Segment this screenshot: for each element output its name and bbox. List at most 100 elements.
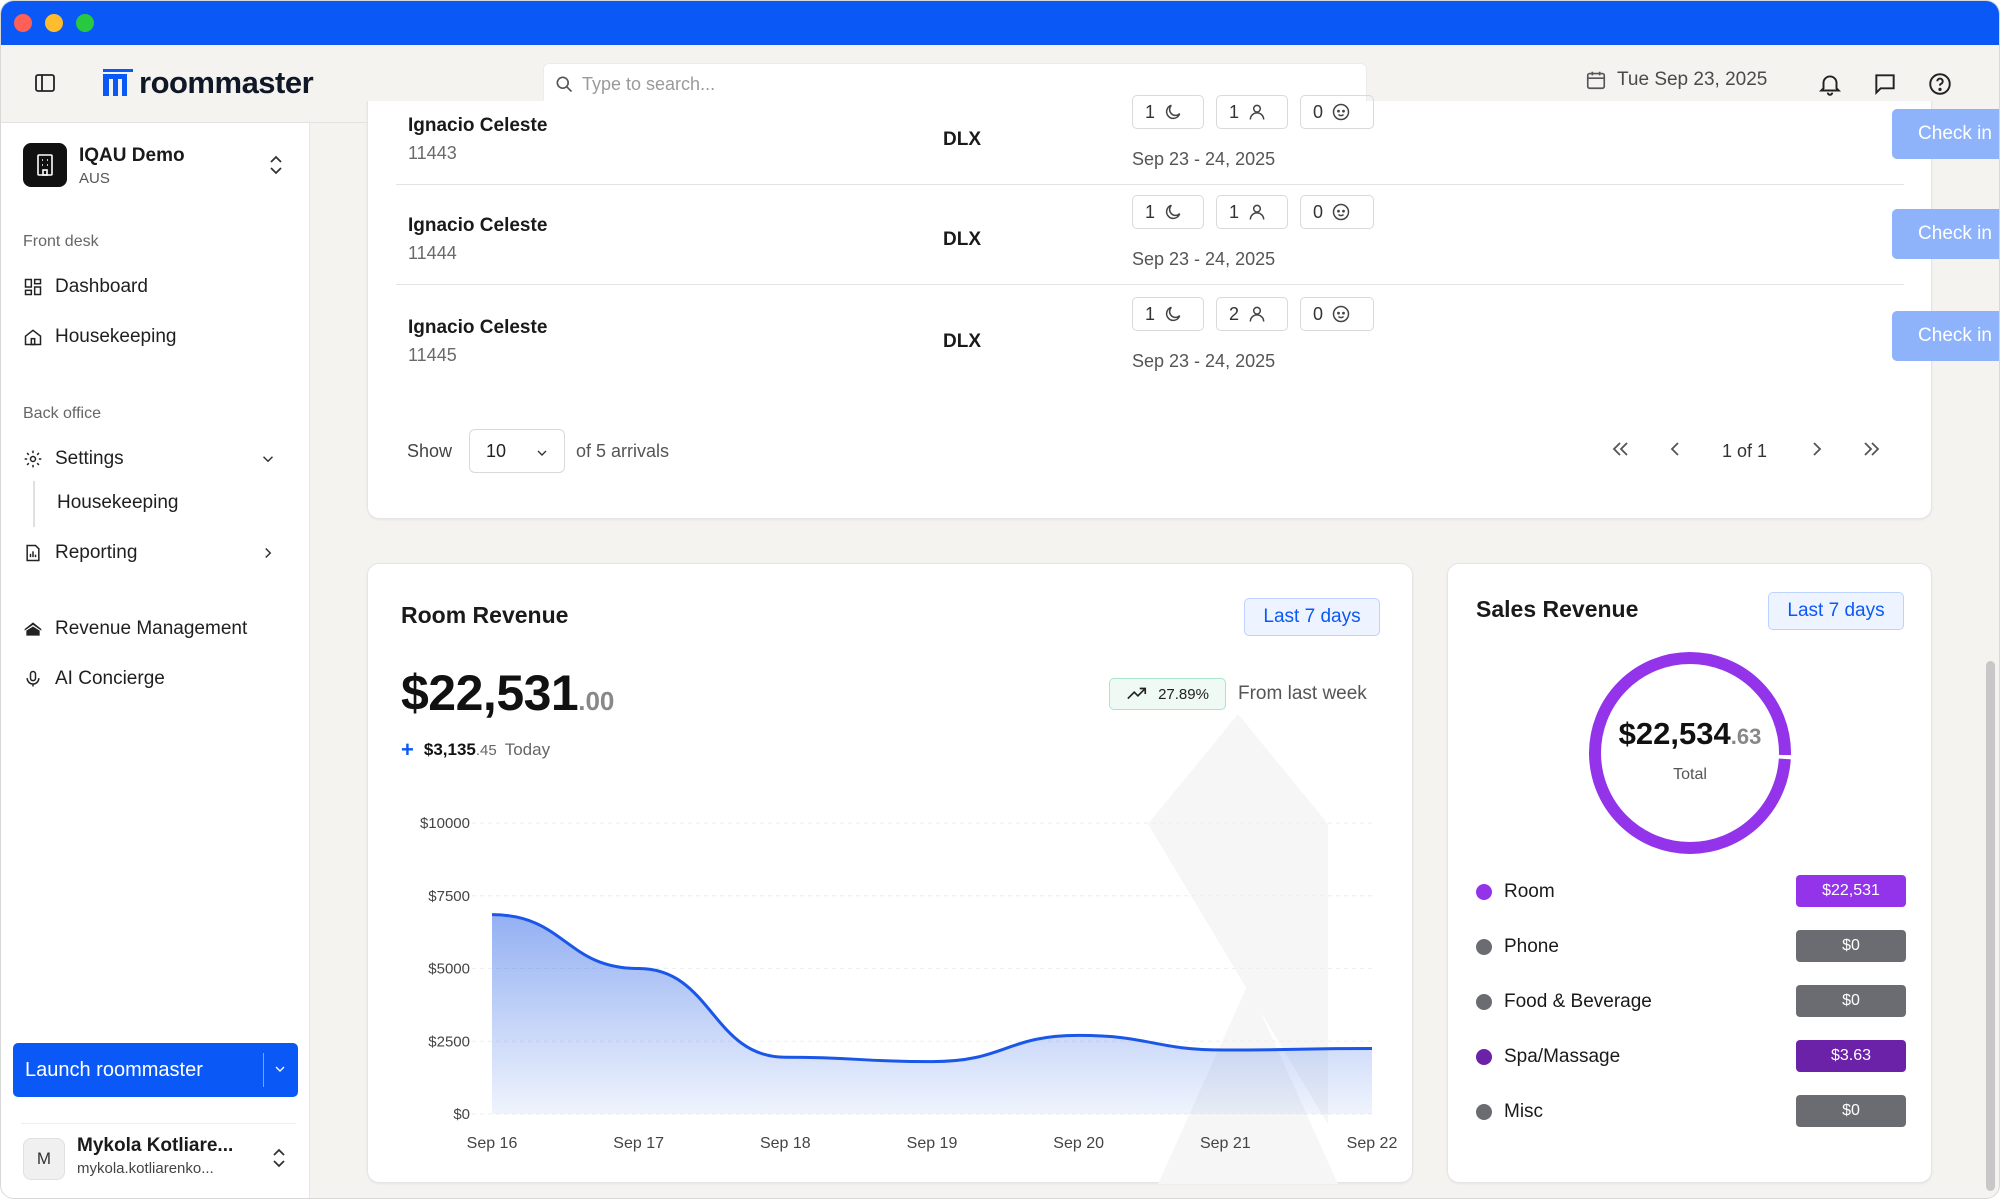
nights-pill: 1	[1132, 95, 1204, 129]
table-row: Ignacio Celeste 11445 DLX 1 2 0 Sep 23 -…	[396, 285, 1999, 385]
sales-revenue-card: Sales Revenue Last 7 days $22,534.63 Tot…	[1447, 563, 1932, 1183]
table-row: Ignacio Celeste 11444 DLX 1 1 0 Sep 23 -…	[396, 185, 1999, 285]
room-revenue-card: Room Revenue Last 7 days $22,531.00 + $3…	[367, 563, 1413, 1184]
sidebar-item-settings-housekeeping[interactable]: Housekeeping	[57, 487, 287, 519]
check-in-button[interactable]: Check in	[1892, 109, 1999, 159]
legend-value: $3.63	[1796, 1040, 1906, 1072]
sales-total-whole: $22,534	[1618, 716, 1731, 751]
x-tick-label: Sep 18	[760, 1135, 811, 1152]
legend-item-misc: Misc $0	[1476, 1095, 1906, 1129]
help-icon[interactable]	[1927, 71, 1953, 97]
page-size-value: 10	[486, 440, 507, 461]
legend-value: $0	[1796, 1095, 1906, 1127]
sidebar-item-label: Reporting	[55, 542, 138, 563]
section-back-office: Back office	[23, 405, 101, 422]
guest-name[interactable]: Ignacio Celeste	[408, 115, 548, 136]
user-menu[interactable]: M Mykola Kotliare... mykola.kotliarenko.…	[21, 1123, 296, 1183]
background-watermark	[1148, 714, 1338, 1184]
sidebar-toggle-icon[interactable]	[33, 71, 57, 95]
search-icon	[556, 76, 573, 93]
moon-icon	[1165, 104, 1181, 120]
check-in-button[interactable]: Check in	[1892, 311, 1999, 361]
chevron-up-down-icon	[270, 155, 282, 175]
stay-dates: Sep 23 - 24, 2025	[1132, 249, 1276, 269]
message-icon[interactable]	[1872, 71, 1898, 97]
sales-revenue-range-button[interactable]: Last 7 days	[1768, 592, 1904, 630]
y-tick-label: $7500	[428, 888, 470, 905]
scrollbar[interactable]	[1986, 661, 1995, 1191]
children-count: 0	[1313, 303, 1324, 324]
chevron-down-icon[interactable]	[272, 1061, 288, 1077]
sidebar-item-settings[interactable]: Settings	[23, 443, 293, 475]
nights-count: 1	[1145, 303, 1156, 324]
room-revenue-chart: $10000 $7500 $5000 $2500 $0 Sep 16 Sep 17 Sep 1…	[420, 714, 1397, 1184]
launch-divider	[263, 1053, 264, 1087]
check-in-button[interactable]: Check in	[1892, 209, 1999, 259]
table-row: Ignacio Celeste 11443 DLX 1 1 0 Sep 23 -…	[396, 85, 1999, 185]
growth-label: From last week	[1238, 683, 1367, 704]
gear-icon	[24, 450, 42, 468]
room-revenue-amount-whole: $22,531	[401, 665, 579, 721]
room-revenue-amount-cents: .00	[578, 686, 615, 716]
sidebar-item-reporting[interactable]: Reporting	[23, 537, 293, 569]
next-page-icon[interactable]	[1805, 437, 1829, 461]
children-count: 0	[1313, 201, 1324, 222]
chevron-right-icon	[265, 547, 272, 559]
revenue-area	[492, 914, 1372, 1114]
person-icon	[1249, 306, 1265, 322]
sales-total-label: Total	[1673, 766, 1707, 783]
property-switcher[interactable]: IQAU Demo AUS	[21, 143, 291, 195]
sales-total-amount: $22,534.63	[1583, 716, 1797, 752]
adults-count: 2	[1229, 303, 1240, 324]
roommaster-logo[interactable]: roommaster	[101, 63, 314, 103]
moon-icon	[1165, 204, 1181, 220]
sales-total-cents: .63	[1730, 724, 1762, 749]
sidebar-item-label: Revenue Management	[55, 618, 248, 639]
microphone-icon	[26, 670, 40, 687]
sales-donut-chart: $22,534.63 Total	[1583, 646, 1797, 860]
adults-pill: 1	[1216, 95, 1288, 129]
bell-icon[interactable]	[1817, 71, 1843, 97]
legend-dot	[1476, 994, 1492, 1010]
legend-dot	[1476, 884, 1492, 900]
growth-value: 27.89%	[1158, 685, 1209, 703]
first-page-icon[interactable]	[1608, 437, 1632, 461]
legend-name: Room	[1504, 881, 1555, 902]
children-pill: 0	[1300, 95, 1374, 129]
previous-page-icon[interactable]	[1663, 437, 1687, 461]
today-label: Today	[504, 740, 551, 759]
y-tick-label: $10000	[420, 815, 470, 832]
report-icon	[26, 544, 40, 562]
legend-item-phone: Phone $0	[1476, 930, 1906, 964]
minimize-window-button[interactable]	[45, 14, 63, 32]
sidebar-item-revenue-management[interactable]: Revenue Management	[23, 613, 293, 645]
close-window-button[interactable]	[14, 14, 32, 32]
arrivals-count: of 5 arrivals	[576, 441, 670, 461]
sidebar-item-ai-concierge[interactable]: AI Concierge	[23, 663, 293, 695]
guest-name[interactable]: Ignacio Celeste	[408, 215, 548, 236]
page-size-select[interactable]: 10	[469, 429, 565, 473]
x-tick-label: Sep 20	[1053, 1135, 1104, 1152]
legend-dot	[1476, 1104, 1492, 1120]
growth-badge: 27.89%	[1109, 678, 1226, 710]
legend-dot	[1476, 1049, 1492, 1065]
guest-name[interactable]: Ignacio Celeste	[408, 317, 548, 338]
last-page-icon[interactable]	[1860, 437, 1884, 461]
current-date[interactable]: Tue Sep 23, 2025	[1585, 69, 1767, 91]
search-input[interactable]	[582, 73, 1342, 95]
children-pill: 0	[1300, 297, 1374, 331]
adults-count: 1	[1229, 101, 1240, 122]
sidebar-item-dashboard[interactable]: Dashboard	[23, 271, 293, 303]
adults-pill: 2	[1216, 297, 1288, 331]
sidebar-item-label: Settings	[55, 448, 124, 469]
logo-text: roommaster	[139, 65, 314, 100]
sidebar-item-housekeeping[interactable]: Housekeeping	[23, 321, 293, 353]
person-icon	[1249, 104, 1265, 120]
room-revenue-range-button[interactable]: Last 7 days	[1244, 598, 1380, 636]
show-label: Show	[407, 441, 453, 461]
baby-icon	[1332, 305, 1350, 323]
launch-roommaster-button[interactable]: Launch roommaster	[13, 1043, 298, 1097]
legend-item-food-beverage: Food & Beverage $0	[1476, 985, 1906, 1019]
donut-ring	[1588, 651, 1792, 855]
maximize-window-button[interactable]	[76, 14, 94, 32]
